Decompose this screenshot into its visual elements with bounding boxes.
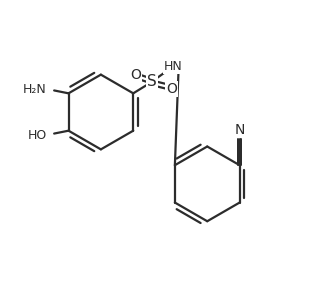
Text: S: S [147, 74, 157, 89]
Text: O: O [130, 68, 141, 82]
Text: HO: HO [28, 129, 47, 142]
Text: N: N [234, 123, 245, 137]
Text: O: O [166, 82, 177, 96]
Text: H₂N: H₂N [23, 83, 47, 96]
Text: HN: HN [164, 59, 183, 72]
